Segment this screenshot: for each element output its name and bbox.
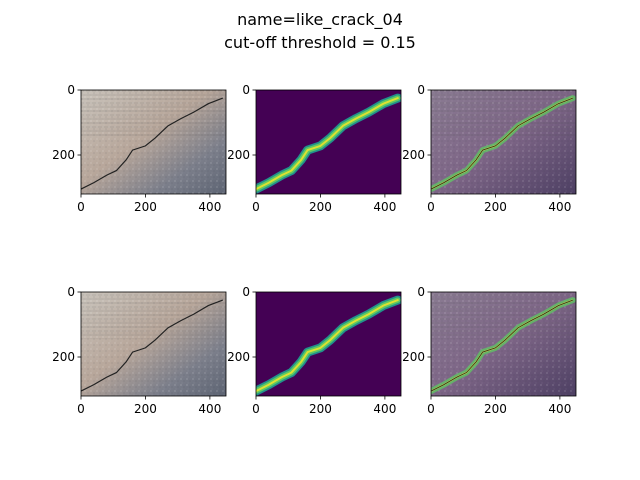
x-tick-label: 200 <box>484 200 507 214</box>
x-tick-label: 400 <box>198 200 221 214</box>
y-tick-label: 0 <box>417 285 425 299</box>
subplot-photo-1-0: 0 200 400 0 200 <box>52 285 227 416</box>
y-tick-label: 0 <box>67 83 75 97</box>
x-tick-label: 400 <box>548 200 571 214</box>
axis-frame <box>430 291 577 397</box>
x-tick-label: 0 <box>427 200 435 214</box>
subplot-grid: 0 200 400 0 200 0 200 400 0 200 0 200 400 0 200 0 200 400… <box>52 83 577 416</box>
image-mask <box>256 292 401 396</box>
figure-title: name=like_crack_04 cut-off threshold = 0… <box>224 10 416 52</box>
x-tick-label: 0 <box>427 402 435 416</box>
y-tick-label: 200 <box>402 350 425 364</box>
y-tick-label: 200 <box>227 350 250 364</box>
x-tick-label: 200 <box>134 200 157 214</box>
x-tick-label: 0 <box>77 402 85 416</box>
x-tick-label: 200 <box>309 200 332 214</box>
axis-frame <box>255 89 402 195</box>
subplot-overlay-1-2: 0 200 400 0 200 <box>402 285 577 416</box>
x-tick-label: 400 <box>548 402 571 416</box>
image-photo <box>81 90 226 194</box>
subplot-photo-0-0: 0 200 400 0 200 <box>52 83 227 214</box>
title-line-2: cut-off threshold = 0.15 <box>224 33 416 52</box>
x-tick-label: 400 <box>373 402 396 416</box>
image-mask <box>256 90 401 194</box>
crack-line <box>81 97 224 190</box>
mask-band-core <box>256 97 399 191</box>
image-photo <box>81 292 226 396</box>
y-tick-label: 200 <box>52 148 75 162</box>
crack-line <box>81 299 224 392</box>
axis-frame <box>430 89 577 195</box>
x-tick-label: 200 <box>484 402 507 416</box>
overlay-crack-line <box>431 97 573 190</box>
y-tick-label: 200 <box>402 148 425 162</box>
x-tick-label: 200 <box>309 402 332 416</box>
overlay-crack-line <box>431 299 573 392</box>
y-tick-label: 0 <box>67 285 75 299</box>
image-overlay <box>431 90 576 194</box>
x-tick-label: 400 <box>198 402 221 416</box>
x-tick-label: 200 <box>134 402 157 416</box>
y-tick-label: 0 <box>242 285 250 299</box>
y-tick-label: 200 <box>227 148 250 162</box>
image-overlay <box>431 292 576 396</box>
subplot-overlay-0-2: 0 200 400 0 200 <box>402 83 577 214</box>
title-line-1: name=like_crack_04 <box>237 10 403 30</box>
subplot-mask-1-1: 0 200 400 0 200 <box>227 285 402 416</box>
x-tick-label: 0 <box>252 402 260 416</box>
axis-frame <box>255 291 402 397</box>
axis-frame <box>80 89 227 195</box>
x-tick-label: 0 <box>252 200 260 214</box>
y-tick-label: 0 <box>417 83 425 97</box>
x-tick-label: 400 <box>373 200 396 214</box>
x-tick-label: 0 <box>77 200 85 214</box>
mask-band-core <box>256 299 399 393</box>
y-tick-label: 0 <box>242 83 250 97</box>
axis-frame <box>80 291 227 397</box>
y-tick-label: 200 <box>52 350 75 364</box>
subplot-mask-0-1: 0 200 400 0 200 <box>227 83 402 214</box>
